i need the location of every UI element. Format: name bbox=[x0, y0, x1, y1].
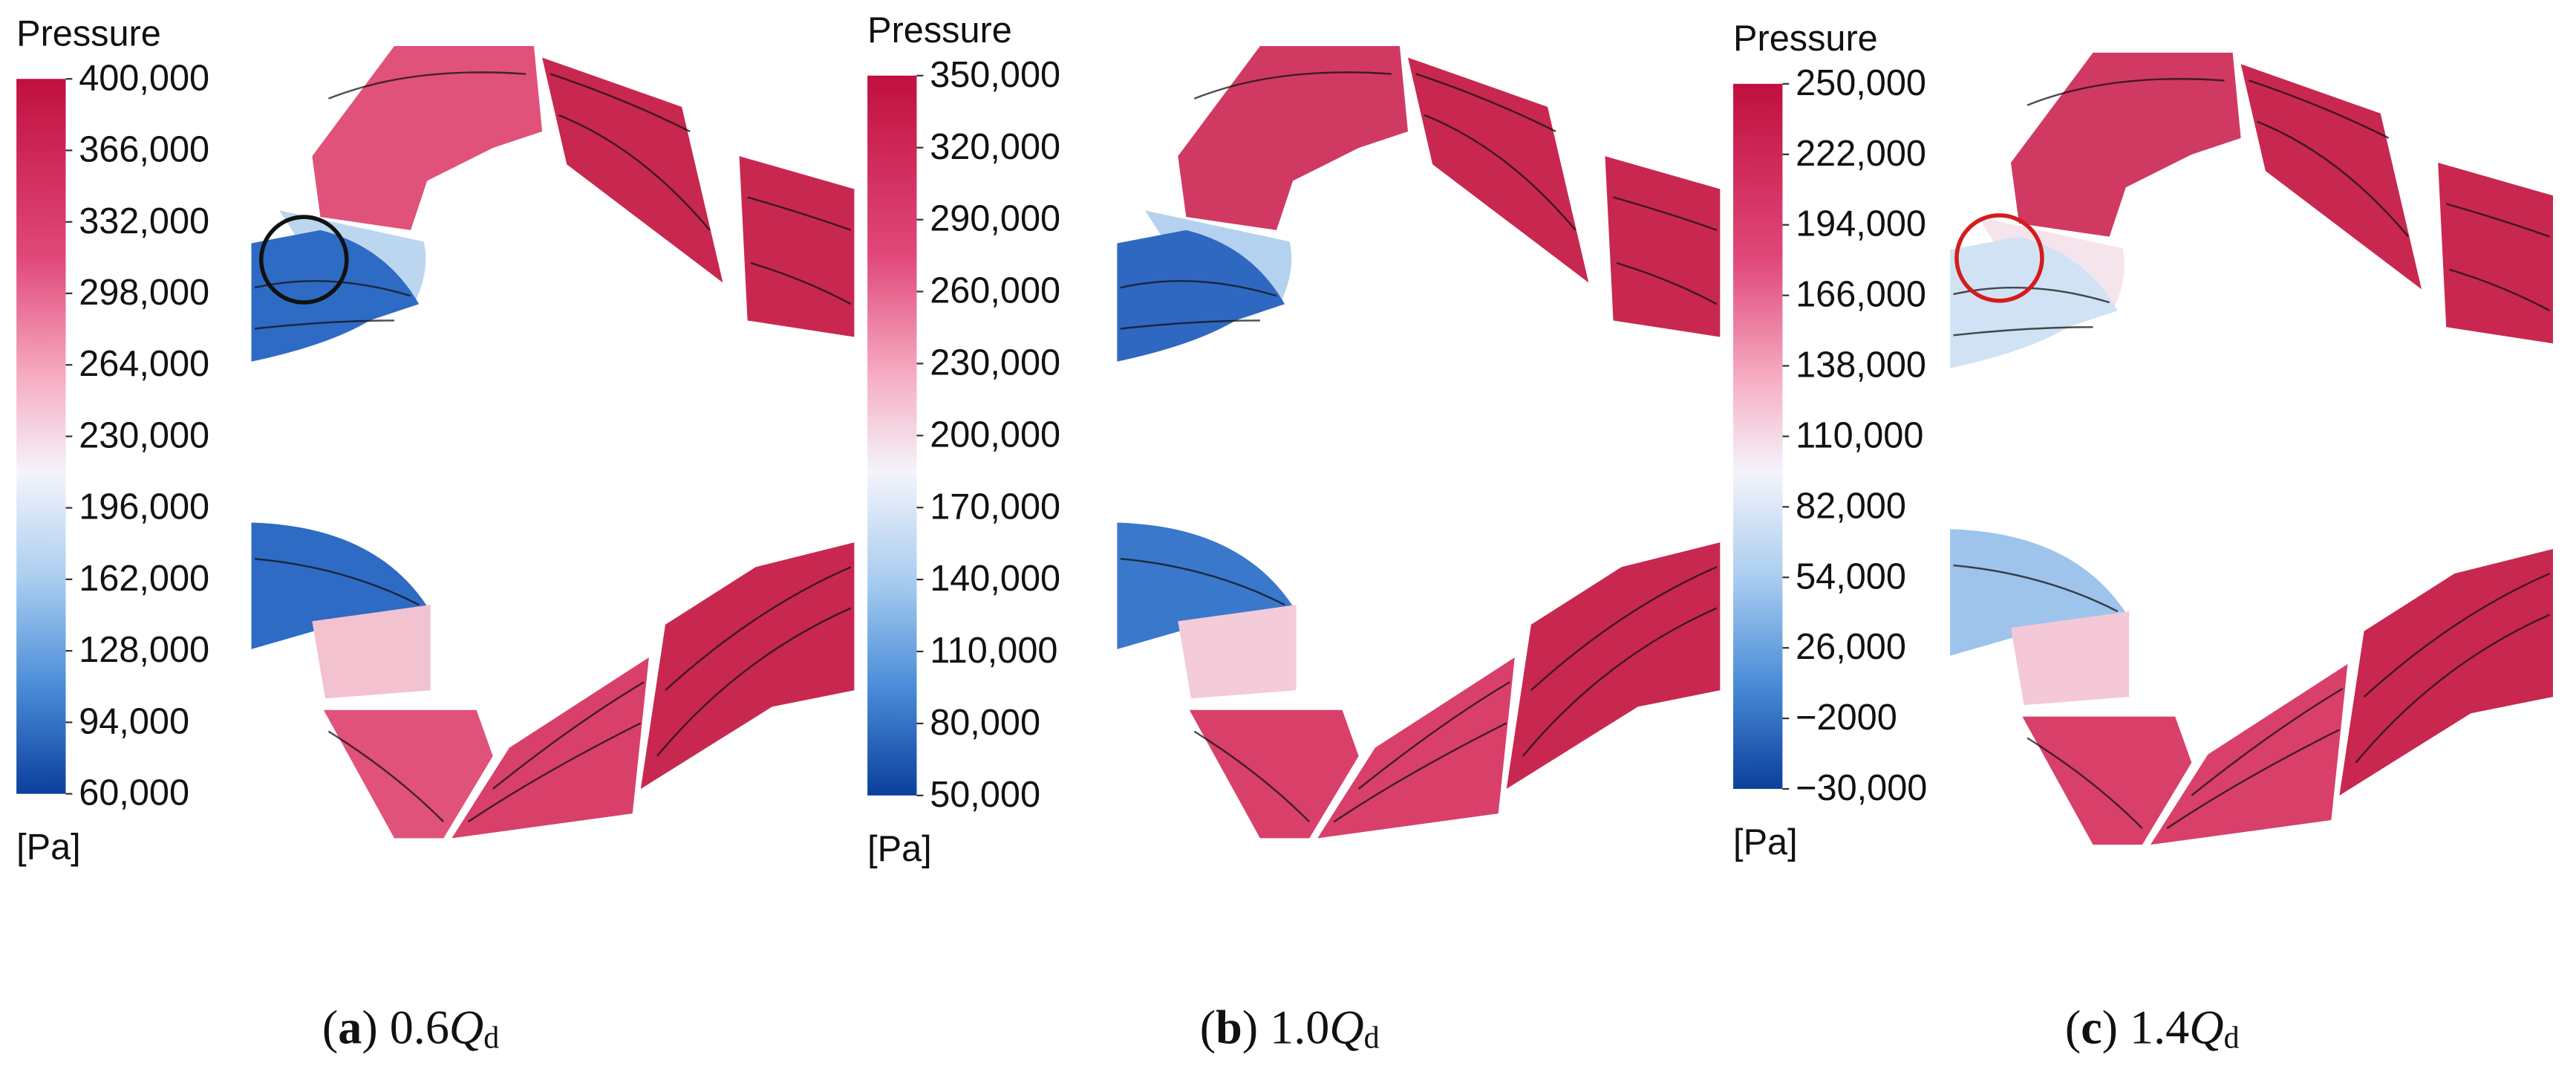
caption-part: Q bbox=[1329, 1001, 1363, 1053]
colorbar-tick-label: 26,000 bbox=[1796, 627, 1906, 667]
colorbar-tick-label: 264,000 bbox=[79, 344, 209, 384]
colorbar-tick-label: 222,000 bbox=[1796, 134, 1926, 174]
colorbar-tick-label: 82,000 bbox=[1796, 486, 1906, 526]
colorbar-tick-label: 140,000 bbox=[930, 559, 1060, 599]
colorbar-tick-label: 400,000 bbox=[79, 58, 209, 98]
colorbar-tick-label: 50,000 bbox=[930, 775, 1040, 815]
caption-part: ( bbox=[2065, 1001, 2081, 1053]
caption-part: ) 1.4 bbox=[2102, 1001, 2190, 1053]
colorbar-tick-label: 230,000 bbox=[930, 342, 1060, 383]
colorbar-tick-label: 366,000 bbox=[79, 130, 209, 170]
caption: (c) 1.4Qd bbox=[2065, 1001, 2240, 1055]
colorbar-unit: [Pa] bbox=[867, 829, 932, 869]
flow-field-b bbox=[1117, 45, 1721, 839]
colorbar-tick-label: 332,000 bbox=[79, 201, 209, 241]
caption-part: ( bbox=[1200, 1001, 1216, 1053]
caption-part: ) 0.6 bbox=[362, 1001, 449, 1053]
colorbar-unit: [Pa] bbox=[1733, 822, 1798, 862]
colorbar-tick-label: 60,000 bbox=[79, 773, 189, 813]
colorbar-tick-label: 80,000 bbox=[930, 703, 1040, 743]
colorbar-gradient bbox=[867, 75, 917, 796]
colorbar-gradient bbox=[1733, 83, 1783, 789]
caption-part: b bbox=[1216, 1001, 1242, 1053]
caption-part: a bbox=[338, 1001, 362, 1053]
colorbar-tick-label: 250,000 bbox=[1796, 63, 1926, 103]
colorbar-tick-label: 290,000 bbox=[930, 199, 1060, 239]
caption-part: d bbox=[483, 1021, 499, 1055]
colorbar-tick-label: 260,000 bbox=[930, 271, 1060, 311]
colorbar-tick-label: 54,000 bbox=[1796, 556, 1906, 597]
caption: (a) 0.6Qd bbox=[322, 1001, 499, 1055]
caption-part: ( bbox=[322, 1001, 338, 1053]
colorbar-tick-label: 200,000 bbox=[930, 415, 1060, 455]
colorbar-title: Pressure bbox=[16, 14, 161, 54]
colorbar-tick-label: 162,000 bbox=[79, 559, 209, 599]
colorbar-tick-label: 166,000 bbox=[1796, 275, 1926, 315]
colorbar-title: Pressure bbox=[867, 10, 1012, 51]
colorbar-tick-label: 138,000 bbox=[1796, 345, 1926, 386]
caption: (b) 1.0Qd bbox=[1200, 1001, 1380, 1055]
colorbar-tick-label: 170,000 bbox=[930, 487, 1060, 527]
caption-part: d bbox=[1364, 1021, 1380, 1055]
colorbar-unit: [Pa] bbox=[16, 828, 81, 868]
colorbar-tick-label: 94,000 bbox=[79, 701, 189, 741]
colorbar-tick-label: 230,000 bbox=[79, 415, 209, 455]
colorbar-tick-label: 298,000 bbox=[79, 273, 209, 313]
colorbar-gradient bbox=[16, 79, 66, 794]
caption-part: Q bbox=[2189, 1001, 2223, 1053]
colorbar-tick-label: −30,000 bbox=[1796, 768, 1927, 808]
colorbar-tick-label: 194,000 bbox=[1796, 204, 1926, 244]
caption-part: ) 1.0 bbox=[1242, 1001, 1330, 1053]
flow-field-a bbox=[251, 45, 855, 839]
colorbar-tick-label: 196,000 bbox=[79, 487, 209, 527]
caption-part: d bbox=[2224, 1021, 2240, 1055]
colorbar-tick-label: 320,000 bbox=[930, 127, 1060, 167]
colorbar-tick-label: 128,000 bbox=[79, 630, 209, 670]
colorbar-tick-label: −2000 bbox=[1796, 698, 1897, 738]
colorbar-tick-label: 350,000 bbox=[930, 55, 1060, 95]
flow-field-c bbox=[1950, 52, 2554, 846]
caption-part: c bbox=[2081, 1001, 2101, 1053]
colorbar-tick-label: 110,000 bbox=[1796, 415, 1923, 455]
colorbar-title: Pressure bbox=[1733, 19, 1878, 59]
colorbar-tick-label: 110,000 bbox=[930, 631, 1057, 671]
caption-part: Q bbox=[449, 1001, 483, 1053]
